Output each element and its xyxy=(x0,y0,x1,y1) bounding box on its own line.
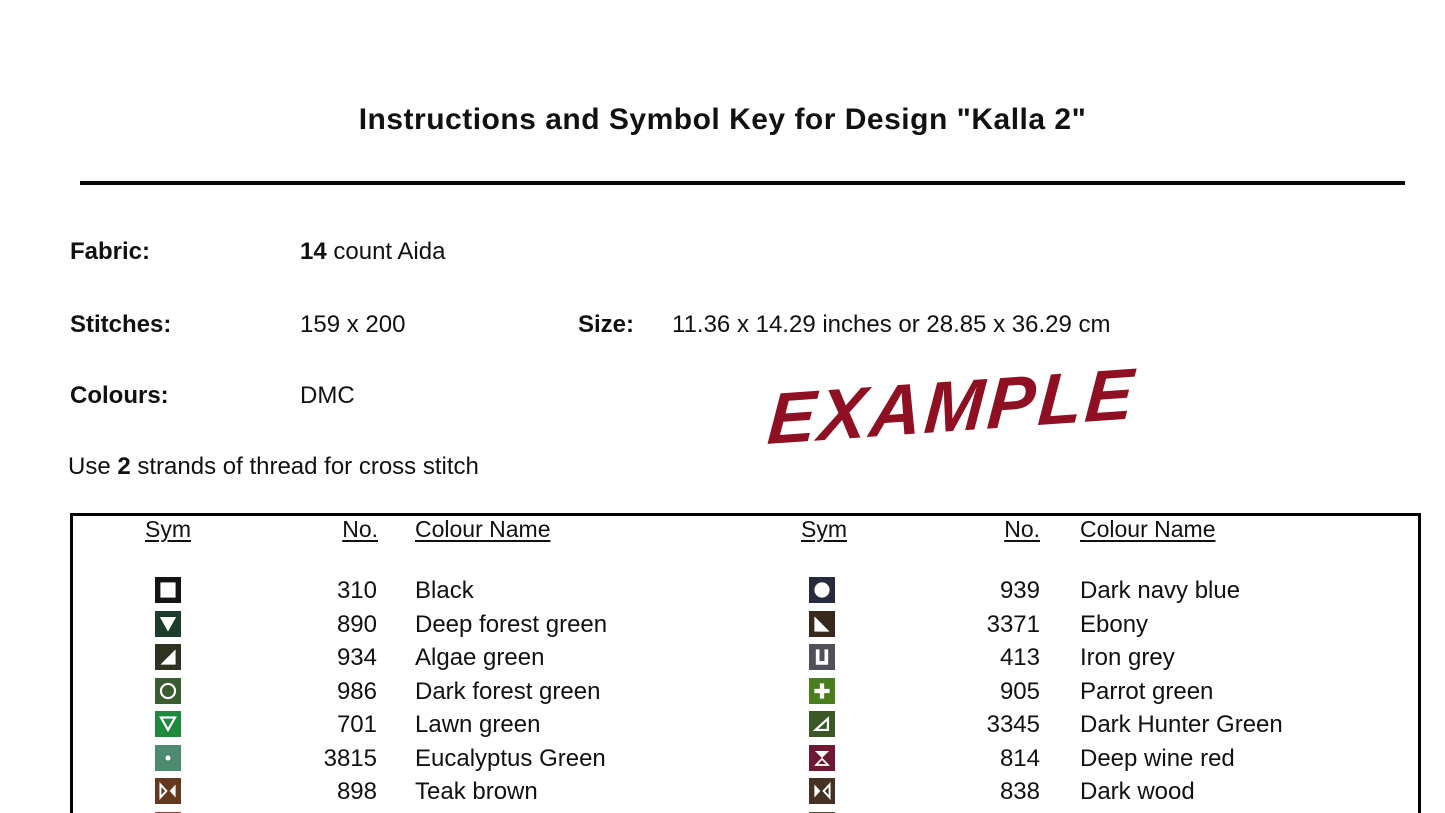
table-row: 310 Black xyxy=(73,574,733,608)
table-row: 3371 Ebony xyxy=(740,608,1400,642)
colour-name: Algae green xyxy=(415,644,545,671)
stitches-value: 159 x 200 xyxy=(300,311,406,338)
table-row: 838 Dark wood xyxy=(740,775,1400,809)
stitch-symbol-triangle-down-filled xyxy=(155,610,181,637)
fabric-count: 14 xyxy=(300,238,327,265)
thread-number: 898 xyxy=(336,778,377,805)
colour-name: Lawn green xyxy=(415,711,541,738)
colour-name: Ebony xyxy=(1080,610,1149,638)
stitch-symbol-partial xyxy=(809,811,835,813)
thread-number: 814 xyxy=(999,744,1040,772)
size-value: 11.36 x 14.29 inches or 28.85 x 36.29 cm xyxy=(672,311,1111,338)
table-row: 3815 Eucalyptus Green xyxy=(73,742,733,776)
colour-name: Deep wine red xyxy=(1080,744,1235,772)
col-header-name-left: Colour Name xyxy=(415,516,551,542)
stitch-symbol-circle-filled xyxy=(809,577,835,603)
stitches-label: Stitches: xyxy=(70,311,172,338)
size-label: Size: xyxy=(578,311,635,338)
col-header-sym-right: Sym xyxy=(801,516,847,542)
colour-name: Eucalyptus Green xyxy=(415,744,606,772)
table-row xyxy=(740,809,1400,813)
page-title: Instructions and Symbol Key for Design "… xyxy=(358,103,1087,136)
colour-name: Dark navy blue xyxy=(1080,577,1241,604)
table-row: 934 Algae green xyxy=(73,641,733,675)
colour-name: Deep forest green xyxy=(415,610,608,638)
colour-name: Dark forest green xyxy=(415,677,601,705)
stitch-symbol-plus xyxy=(809,677,835,704)
thread-number: 934 xyxy=(336,644,377,671)
thread-number: 3815 xyxy=(323,744,377,772)
table-row: 986 Dark forest green xyxy=(73,675,733,709)
col-header-no-right: No. xyxy=(1004,516,1040,542)
colour-name: Black xyxy=(415,577,474,604)
stitch-symbol-triangle-down-outline xyxy=(155,711,181,737)
thread-number: 986 xyxy=(336,677,377,705)
col-header-no-left: No. xyxy=(342,516,378,542)
fabric-label: Fabric: xyxy=(70,238,151,265)
thread-number: 939 xyxy=(999,577,1040,604)
table-row: 898 Teak brown xyxy=(73,775,733,809)
stitch-symbol-bowtie xyxy=(155,778,181,804)
thread-number: 890 xyxy=(336,610,377,638)
col-header-sym-left: Sym xyxy=(145,516,191,542)
table-row xyxy=(73,809,733,813)
stitch-symbol-partial xyxy=(155,811,181,813)
fabric-value: 14 count Aida xyxy=(300,238,445,266)
colours-value: DMC xyxy=(300,382,355,409)
table-row: 905 Parrot green xyxy=(740,675,1400,709)
fabric-rest: count Aida xyxy=(326,238,446,265)
table-row: 3345 Dark Hunter Green xyxy=(740,708,1400,742)
stitch-symbol-right-triangle-outline xyxy=(809,711,835,737)
table-row: 413 Iron grey xyxy=(740,641,1400,675)
thread-number: 905 xyxy=(999,677,1040,705)
key-column-right: 939 Dark navy blue 3371 Ebony 413 Iron g… xyxy=(740,574,1400,813)
thread-number: 3371 xyxy=(986,610,1040,638)
stitch-symbol-circle-outline xyxy=(155,677,181,704)
stitch-symbol-u-shape xyxy=(809,644,835,670)
symbol-key-table xyxy=(70,513,1421,813)
thread-number: 701 xyxy=(336,711,377,738)
strands-note: Use 2 strands of thread for cross stitch xyxy=(68,453,479,481)
colour-name: Dark wood xyxy=(1080,778,1195,805)
table-row: 701 Lawn green xyxy=(73,708,733,742)
strands-count: 2 xyxy=(117,453,131,480)
thread-number: 310 xyxy=(336,577,377,604)
divider xyxy=(80,181,1405,185)
stitch-symbol-dot xyxy=(155,744,181,771)
stitch-symbol-triangle-lower-left xyxy=(809,610,835,637)
thread-number: 838 xyxy=(999,778,1040,805)
stitch-symbol-white-square xyxy=(155,577,181,603)
colours-label: Colours: xyxy=(70,382,169,409)
thread-number: 413 xyxy=(999,644,1040,671)
colour-name: Dark Hunter Green xyxy=(1080,711,1283,738)
colour-name: Parrot green xyxy=(1080,677,1214,705)
stitch-symbol-triangle-lower-right xyxy=(155,644,181,670)
table-row: 814 Deep wine red xyxy=(740,742,1400,776)
thread-number: 3345 xyxy=(986,711,1040,738)
table-row: 939 Dark navy blue xyxy=(740,574,1400,608)
colour-name: Iron grey xyxy=(1080,644,1175,671)
strands-prefix: Use xyxy=(68,453,118,480)
colour-name: Teak brown xyxy=(415,778,538,805)
key-column-left: 310 Black 890 Deep forest green 934 Alga… xyxy=(73,574,733,813)
stitch-symbol-hourglass xyxy=(809,744,835,771)
col-header-name-right: Colour Name xyxy=(1080,516,1216,542)
strands-suffix: strands of thread for cross stitch xyxy=(130,453,479,480)
table-row: 890 Deep forest green xyxy=(73,608,733,642)
example-watermark: EXAMPLE xyxy=(765,353,1139,461)
stitch-symbol-bowtie xyxy=(809,778,835,804)
